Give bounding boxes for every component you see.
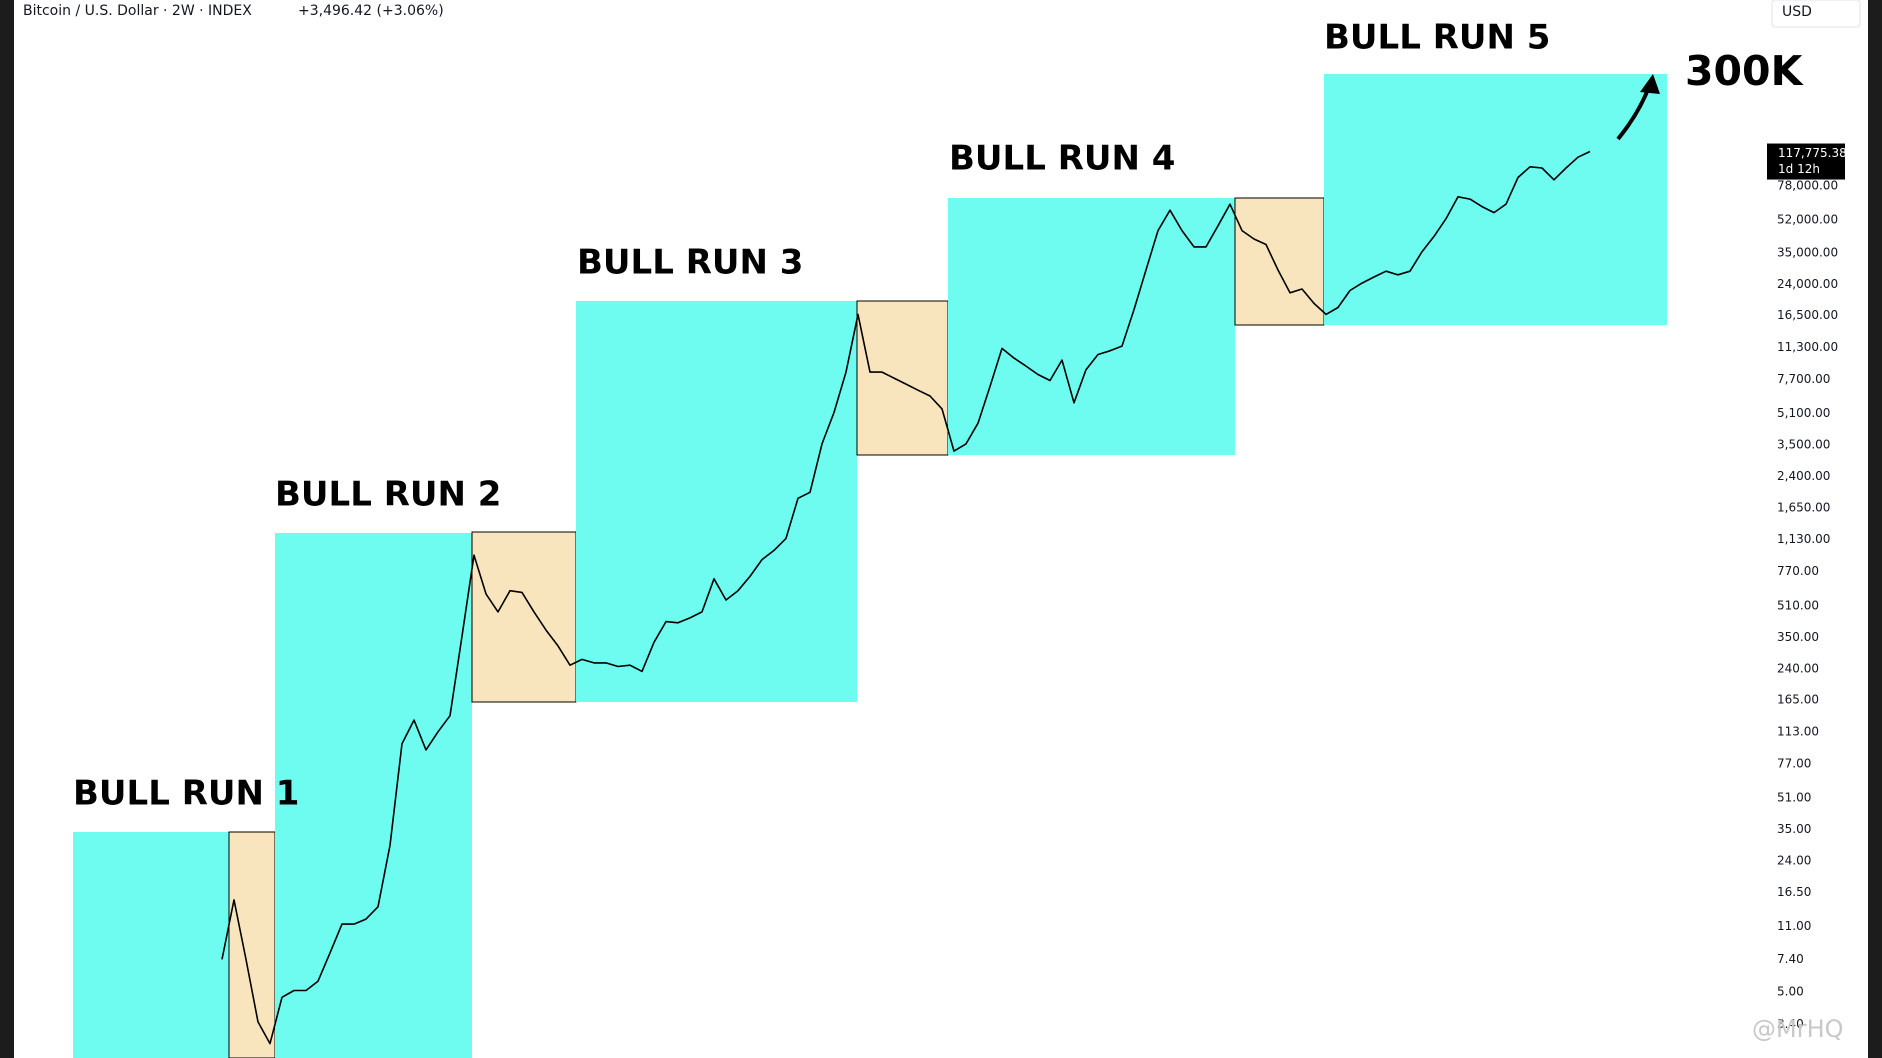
y-tick-label: 3,500.00 <box>1777 438 1830 452</box>
y-tick-label: 510.00 <box>1777 598 1819 612</box>
y-tick-label: 78,000.00 <box>1777 178 1838 192</box>
y-tick-label: 350.00 <box>1777 630 1819 644</box>
currency-box <box>1771 0 1861 28</box>
y-tick-label: 5,100.00 <box>1777 406 1830 420</box>
zones <box>73 74 1667 1058</box>
arrow-head <box>1640 74 1660 94</box>
right-border <box>1868 0 1882 1058</box>
last-price: 117,775.38 <box>1778 146 1847 160</box>
y-tick-label: 113.00 <box>1777 724 1819 738</box>
y-tick-label: 11.00 <box>1777 919 1811 933</box>
annotation: BULL RUN 1 <box>73 774 299 814</box>
y-tick-label: 2,400.00 <box>1777 469 1830 483</box>
y-tick-label: 24.00 <box>1777 854 1811 868</box>
bear-zone <box>228 831 276 1058</box>
annotation: BULL RUN 2 <box>275 475 501 515</box>
bull-zone <box>948 198 1235 455</box>
y-tick-label: 77.00 <box>1777 756 1811 770</box>
bull-zone <box>1324 74 1667 325</box>
y-tick-label: 16,500.00 <box>1777 308 1838 322</box>
y-tick-label: 7,700.00 <box>1777 372 1830 386</box>
y-tick-label: 770.00 <box>1777 564 1819 578</box>
left-border <box>0 0 14 1058</box>
annotation: BULL RUN 3 <box>577 243 803 283</box>
annotation: BULL RUN 4 <box>949 139 1175 179</box>
annotation: BULL RUN 5 <box>1324 18 1550 58</box>
currency: USD <box>1782 4 1812 20</box>
bear-zone <box>1234 197 1325 326</box>
target-label: 300K <box>1685 47 1805 95</box>
y-tick-label: 24,000.00 <box>1777 277 1838 291</box>
y-tick-label: 35,000.00 <box>1777 245 1838 259</box>
y-tick-label: 240.00 <box>1777 661 1819 675</box>
bull-zone <box>73 832 229 1058</box>
price-change: +3,496.42 (+3.06%) <box>298 3 444 19</box>
bear-zone <box>856 300 949 456</box>
y-tick-label: 3.40 <box>1777 1017 1804 1031</box>
y-tick-label: 7.40 <box>1777 952 1804 966</box>
bear-zone <box>471 531 577 703</box>
y-tick-label: 1,130.00 <box>1777 532 1830 546</box>
y-tick-label: 165.00 <box>1777 693 1819 707</box>
bull-zone <box>275 533 472 1058</box>
chart-title: Bitcoin / U.S. Dollar · 2W · INDEX <box>23 3 252 19</box>
watermark: @MrHQ <box>1752 1015 1844 1043</box>
price-line <box>221 150 1591 1045</box>
y-tick-label: 16.50 <box>1777 885 1811 899</box>
y-tick-label: 11,300.00 <box>1777 340 1838 354</box>
countdown: 1d 12h <box>1778 162 1820 176</box>
bull-zone <box>576 301 857 702</box>
y-tick-label: 51.00 <box>1777 791 1811 805</box>
y-tick-label: 1,650.00 <box>1777 500 1830 514</box>
y-tick-label: 52,000.00 <box>1777 212 1838 226</box>
y-tick-label: 35.00 <box>1777 822 1811 836</box>
price-tag <box>1767 143 1845 180</box>
y-tick-label: 5.00 <box>1777 985 1804 999</box>
